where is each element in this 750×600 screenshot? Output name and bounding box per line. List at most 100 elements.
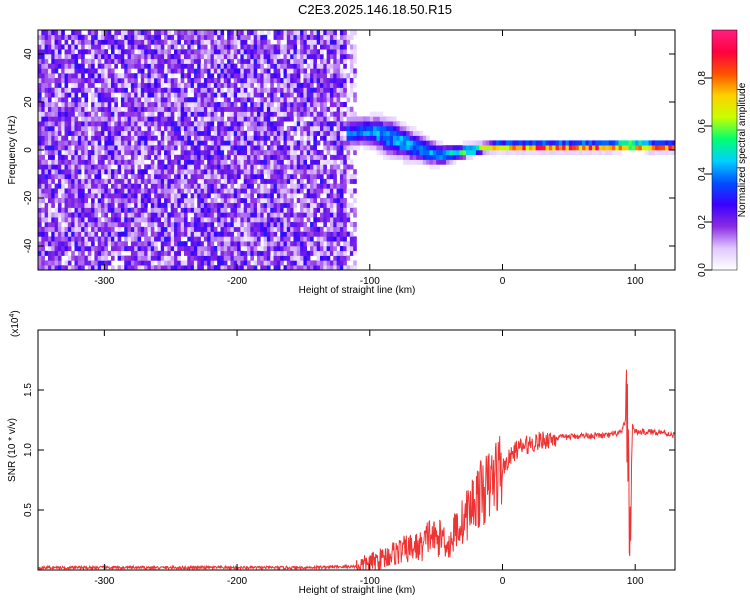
heatmap-cell	[114, 116, 118, 122]
heatmap-cell	[346, 126, 351, 132]
heatmap-cell	[243, 222, 248, 228]
heatmap-cell	[147, 193, 152, 199]
heatmap-cell	[77, 250, 82, 256]
heatmap-cell	[74, 198, 79, 204]
heatmap-cell	[336, 68, 341, 74]
heatmap-cell	[217, 246, 221, 252]
heatmap-cell	[310, 54, 314, 60]
heatmap-cell	[260, 121, 264, 127]
heatmap-cell	[38, 92, 42, 98]
heatmap-cell	[150, 121, 155, 127]
heatmap-cell	[270, 260, 274, 266]
heatmap-cell	[167, 102, 172, 108]
heatmap-cell	[61, 212, 65, 218]
heatmap-cell	[44, 260, 49, 266]
heatmap-cell	[110, 145, 115, 151]
heatmap-cell	[316, 116, 321, 122]
heatmap-cell	[134, 193, 138, 199]
heatmap-cell	[313, 116, 317, 122]
heatmap-cell	[190, 78, 195, 84]
heatmap-cell	[74, 260, 79, 266]
heatmap-cell	[207, 260, 211, 266]
heatmap-cell	[329, 126, 334, 132]
heatmap-cell	[227, 34, 231, 40]
heatmap-cell	[87, 73, 92, 79]
heatmap-cell	[313, 174, 317, 180]
heatmap-cell	[280, 159, 284, 165]
heatmap-cell	[313, 159, 317, 165]
heatmap-cell	[283, 68, 288, 74]
heatmap-cell	[117, 250, 122, 256]
heatmap-cell	[164, 102, 168, 108]
heatmap-cell	[243, 236, 248, 242]
heatmap-cell	[150, 102, 155, 108]
heatmap-cell	[64, 265, 69, 271]
heatmap-cell	[107, 63, 112, 69]
heatmap-cell	[197, 111, 201, 117]
heatmap-cell	[57, 126, 62, 132]
heatmap-cell	[150, 58, 155, 64]
heatmap-cell	[293, 87, 298, 93]
heatmap-cell	[270, 63, 274, 69]
heatmap-cell	[107, 236, 112, 242]
heatmap-cell	[44, 111, 49, 117]
heatmap-cell	[124, 207, 128, 213]
heatmap-cell	[668, 140, 672, 146]
heatmap-cell	[193, 135, 198, 141]
snr-y-tick-label: 1.0	[23, 443, 34, 457]
heatmap-cell	[177, 217, 181, 223]
heatmap-cell	[263, 231, 268, 237]
heatmap-cell	[320, 265, 324, 271]
heatmap-cell	[74, 265, 79, 271]
heatmap-cell	[256, 212, 261, 218]
heatmap-cell	[296, 265, 301, 271]
heatmap-cell	[207, 145, 211, 151]
heatmap-cell	[183, 58, 188, 64]
heatmap-cell	[462, 150, 467, 156]
heatmap-cell	[160, 54, 165, 60]
heatmap-cell	[77, 188, 82, 194]
heatmap-cell	[240, 222, 244, 228]
heatmap-cell	[300, 39, 304, 45]
heatmap-cell	[230, 34, 235, 40]
heatmap-cell	[442, 159, 447, 165]
heatmap-cell	[47, 222, 52, 228]
heatmap-cell	[71, 255, 75, 261]
heatmap-cell	[469, 140, 473, 146]
heatmap-cell	[117, 183, 122, 189]
heatmap-cell	[220, 63, 225, 69]
heatmap-cell	[77, 150, 82, 156]
heatmap-cell	[167, 188, 172, 194]
heatmap-cell	[77, 68, 82, 74]
heatmap-cell	[333, 102, 337, 108]
heatmap-cell	[323, 140, 327, 146]
heatmap-cell	[147, 49, 152, 55]
heatmap-cell	[140, 226, 145, 232]
heatmap-cell	[213, 226, 218, 232]
heatmap-cell	[300, 121, 304, 127]
heatmap-cell	[167, 130, 172, 136]
heatmap-cell	[568, 140, 573, 146]
heatmap-cell	[61, 106, 65, 112]
heatmap-cell	[472, 140, 477, 146]
heatmap-cell	[270, 154, 274, 160]
heatmap-cell	[177, 82, 181, 88]
heatmap-cell	[193, 222, 198, 228]
heatmap-cell	[253, 212, 258, 218]
heatmap-cell	[187, 202, 191, 208]
heatmap-cell	[316, 193, 321, 199]
heatmap-cell	[253, 174, 258, 180]
heatmap-cell	[197, 49, 201, 55]
heatmap-cell	[183, 231, 188, 237]
heatmap-cell	[227, 246, 231, 252]
heatmap-cell	[263, 207, 268, 213]
heatmap-cell	[495, 145, 500, 151]
heatmap-cell	[290, 140, 294, 146]
heatmap-cell	[140, 73, 145, 79]
heatmap-cell	[130, 39, 135, 45]
heatmap-cell	[326, 87, 331, 93]
heatmap-cell	[475, 145, 480, 151]
heatmap-cell	[356, 135, 361, 141]
heatmap-cell	[263, 126, 268, 132]
heatmap-cell	[263, 102, 268, 108]
